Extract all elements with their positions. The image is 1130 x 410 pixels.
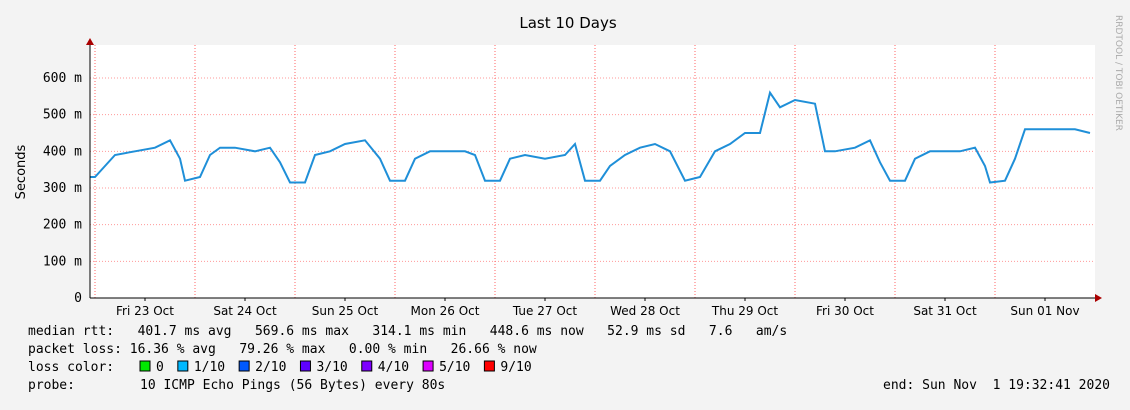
y-tick-label: 200 m	[43, 218, 82, 233]
y-tick-label: 100 m	[43, 254, 82, 269]
x-tick-label: Fri 23 Oct	[116, 304, 174, 318]
series-line	[90, 90, 1091, 184]
x-arrow	[1095, 294, 1102, 302]
x-tick-label: Sat 24 Oct	[213, 304, 277, 318]
x-tick-label: Sun 25 Oct	[312, 304, 379, 318]
legend-swatch	[238, 360, 250, 372]
probe: 10 ICMP Echo Pings (56 Bytes) every 80s	[140, 378, 445, 393]
x-tick-label: Fri 30 Oct	[816, 304, 874, 318]
y-axis-label: Seconds	[14, 144, 29, 199]
legend: 0 1/10 2/10 3/10 4/10 5/10 9/10	[139, 360, 532, 375]
chart-title: Last 10 Days	[519, 14, 616, 32]
x-tick-label: Wed 28 Oct	[610, 304, 680, 318]
stats-line: median rtt: 401.7 ms avg 569.6 ms max 31…	[28, 324, 787, 339]
end-time: end: Sun Nov 1 19:32:41 2020	[883, 378, 1110, 393]
y-arrow	[86, 38, 94, 45]
y-tick-label: 500 m	[43, 108, 82, 123]
legend-swatch	[483, 360, 495, 372]
legend-swatch	[361, 360, 373, 372]
y-tick-label: 600 m	[43, 71, 82, 86]
x-tick-label: Tue 27 Oct	[512, 304, 577, 318]
x-tick-label: Sat 31 Oct	[913, 304, 977, 318]
y-tick-label: 0	[74, 291, 82, 306]
stats-line: packet loss: 16.36 % avg 79.26 % max 0.0…	[28, 342, 537, 357]
x-tick-label: Sun 01 Nov	[1010, 304, 1079, 318]
legend-swatch	[299, 360, 311, 372]
y-tick-label: 300 m	[43, 181, 82, 196]
y-tick-label: 400 m	[43, 144, 82, 159]
side-text: RRDTOOL / TOBI OETIKER	[1113, 15, 1123, 131]
x-tick-label: Mon 26 Oct	[411, 304, 480, 318]
legend-label: 9/10	[500, 360, 531, 375]
probe-label: probe:	[28, 378, 75, 393]
plot-area	[90, 45, 1095, 298]
legend-label: 5/10	[439, 360, 470, 375]
legend-label: 2/10	[255, 360, 286, 375]
legend-label: 3/10	[316, 360, 347, 375]
legend-label: 4/10	[378, 360, 409, 375]
legend-label: 1/10	[194, 360, 225, 375]
legend-swatch	[422, 360, 434, 372]
legend-label: 0	[156, 360, 164, 375]
x-tick-label: Thu 29 Oct	[711, 304, 778, 318]
legend-swatch	[139, 360, 151, 372]
loss-label: loss color:	[28, 360, 114, 375]
legend-swatch	[177, 360, 189, 372]
